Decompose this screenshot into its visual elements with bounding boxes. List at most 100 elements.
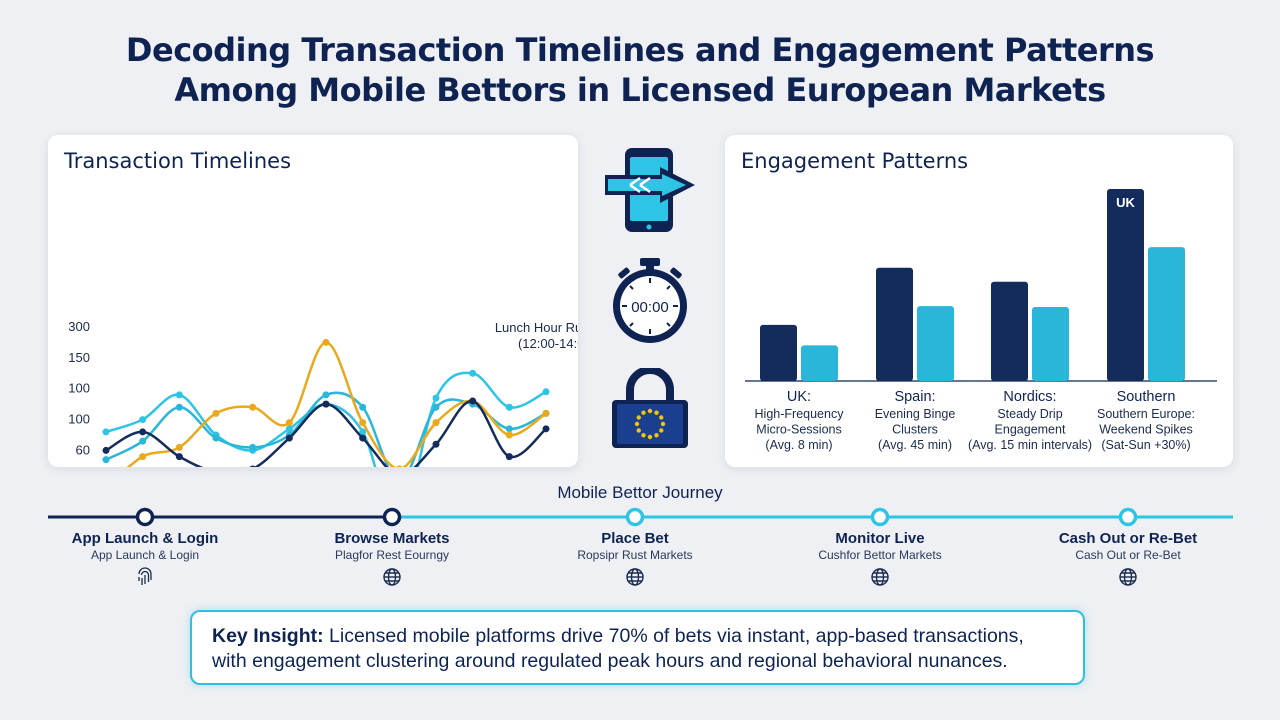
engagement-patterns-card: Engagement Patterns UK: High-Frequency Mic… xyxy=(725,135,1233,467)
journey-step-title: Monitor Live xyxy=(835,530,925,547)
bar xyxy=(917,306,954,381)
data-point xyxy=(432,440,440,448)
bar xyxy=(991,281,1028,381)
bar xyxy=(1032,307,1069,381)
y-tick-label: 60 xyxy=(76,442,90,457)
journey-step: Place Bet Ropsipr Rust Markets xyxy=(535,530,735,592)
data-point xyxy=(469,369,477,377)
data-point xyxy=(102,456,110,464)
globe-icon xyxy=(292,567,492,592)
data-point xyxy=(469,397,477,405)
stopwatch-time: 00:00 xyxy=(631,299,669,316)
line-chart: 300150100100606050-0000:0000:0001:0009:0… xyxy=(68,319,578,467)
y-tick-label: 300 xyxy=(68,319,90,334)
padlock-eu-icon xyxy=(600,366,700,450)
data-point xyxy=(432,394,440,402)
eu-star xyxy=(660,421,666,427)
insight-line-1: Key Insight: Licensed mobile platforms d… xyxy=(212,624,1063,649)
category-label: Nordics: xyxy=(1003,389,1056,405)
journey-timeline xyxy=(48,507,1233,527)
eu-star xyxy=(647,408,653,414)
data-point xyxy=(175,391,183,399)
journey-step-sub: Ropsipr Rust Markets xyxy=(577,548,693,562)
data-point xyxy=(285,434,293,442)
data-point xyxy=(359,428,367,436)
category-desc: Clusters xyxy=(892,423,938,437)
journey-step: Monitor Live Cushfor Bettor Markets xyxy=(780,530,980,592)
data-point xyxy=(322,400,330,408)
category-desc: (Sat-Sun +30%) xyxy=(1101,438,1190,452)
category-desc: High-Frequency xyxy=(755,407,845,421)
data-point xyxy=(432,419,440,427)
data-point xyxy=(285,419,293,427)
eu-star xyxy=(641,433,646,438)
fingerprint-icon xyxy=(45,567,245,592)
category-desc: Steady Drip xyxy=(997,407,1062,421)
data-point xyxy=(505,425,513,433)
bar xyxy=(876,267,913,381)
eu-star xyxy=(636,415,641,420)
eu-star xyxy=(654,433,659,438)
journey-dot xyxy=(625,507,645,527)
stopwatch-icon: 00:00 xyxy=(600,258,700,348)
journey-dot xyxy=(382,507,402,527)
eu-star xyxy=(641,410,646,415)
journey-step-sub: Plagfor Rest Eourngy xyxy=(334,548,450,562)
data-point xyxy=(139,428,147,436)
data-point xyxy=(432,403,440,411)
globe-icon xyxy=(1028,567,1228,592)
journey-step: App Launch & Login App Launch & Login xyxy=(45,530,245,592)
journey-step: Browse Markets Plagfor Rest Eourngy xyxy=(292,530,492,592)
data-point xyxy=(249,465,256,467)
eu-star xyxy=(659,415,664,420)
globe-icon xyxy=(780,567,980,592)
phone-transfer-icon xyxy=(600,145,700,240)
key-insight-box: Key Insight: Licensed mobile platforms d… xyxy=(190,610,1085,685)
data-point xyxy=(542,388,550,396)
data-point xyxy=(542,409,550,417)
category-desc: Southern Europe: xyxy=(1097,407,1195,421)
journey-step-title: App Launch & Login xyxy=(71,530,219,547)
data-point xyxy=(175,443,183,451)
category-label: Spain: xyxy=(894,389,935,405)
data-point xyxy=(322,338,330,346)
journey-step-sub: Cushfor Bettor Markets xyxy=(818,548,942,562)
data-point xyxy=(505,453,513,461)
title-line-2: Among Mobile Bettors in Licensed Europea… xyxy=(174,71,1106,109)
data-point xyxy=(175,453,183,461)
bar xyxy=(1148,247,1185,381)
annotation-label: Lunch Hour Rush xyxy=(495,320,578,335)
insight-line-2: with engagement clustering around regula… xyxy=(212,650,1008,672)
journey-title: Mobile Bettor Journey xyxy=(557,483,723,502)
journey-step: Cash Out or Re-Bet Cash Out or Re-Bet xyxy=(1028,530,1228,592)
data-point xyxy=(505,403,513,411)
category-desc: (Avg. 45 min) xyxy=(878,438,952,452)
category-desc: Engagement xyxy=(995,423,1066,437)
data-point xyxy=(212,409,220,417)
category-label: UK: xyxy=(787,389,811,405)
insight-text-1: Licensed mobile platforms drive 70% of b… xyxy=(323,625,1024,647)
data-point xyxy=(102,446,110,454)
page-title: Decoding Transaction Timelines and Engag… xyxy=(0,30,1280,110)
data-point xyxy=(102,428,110,436)
data-point xyxy=(249,443,257,451)
data-point xyxy=(359,419,367,427)
data-point xyxy=(396,465,403,467)
line-chart-title: Transaction Timelines xyxy=(64,149,292,173)
data-point xyxy=(139,437,147,445)
bar-chart: UK: High-Frequency Micro-Sessions(Avg. 8 m… xyxy=(745,189,1217,452)
journey-step-title: Cash Out or Re-Bet xyxy=(1058,530,1198,547)
data-point xyxy=(505,431,513,439)
bar xyxy=(801,345,838,381)
category-desc: Micro-Sessions xyxy=(756,423,841,437)
data-point xyxy=(542,425,550,433)
data-point xyxy=(322,391,330,399)
data-point xyxy=(285,425,293,433)
data-point xyxy=(139,453,147,461)
journey-step-title: Place Bet xyxy=(601,530,669,547)
eu-star xyxy=(659,428,664,433)
eu-star xyxy=(654,410,659,415)
journey-step-title: Browse Markets xyxy=(334,530,450,547)
category-desc: (Avg. 15 min intervals) xyxy=(968,438,1092,452)
insight-label: Key Insight: xyxy=(212,625,324,647)
